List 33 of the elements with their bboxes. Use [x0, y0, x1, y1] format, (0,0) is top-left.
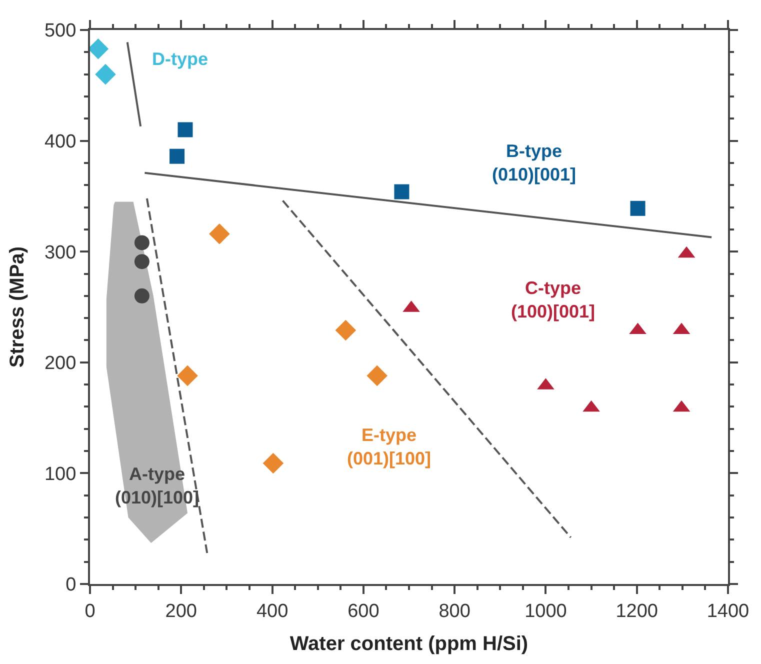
- y-tick-label: 400: [44, 131, 76, 152]
- x-tick-label: 400: [256, 600, 288, 622]
- point: [134, 288, 150, 304]
- annotation: D-type: [152, 49, 208, 69]
- x-tick-label: 1400: [706, 600, 750, 622]
- x-tick-label: 0: [84, 600, 96, 622]
- point: [209, 223, 230, 244]
- point: [134, 235, 150, 250]
- point: [177, 365, 198, 386]
- y-tick-label: 0: [66, 574, 76, 596]
- annotation: C-type (100)[001]: [511, 278, 596, 322]
- y-tick-label: 200: [44, 353, 76, 374]
- point: [262, 452, 284, 474]
- point: [630, 200, 646, 216]
- x-tick-label: 600: [348, 600, 380, 622]
- y-tick-label: 300: [44, 242, 76, 264]
- y-tick-label: 100: [44, 464, 76, 485]
- point: [394, 184, 410, 200]
- point: [170, 148, 185, 164]
- point: [95, 64, 116, 85]
- point: [134, 254, 150, 270]
- point: [178, 122, 193, 138]
- x-tick-label: 800: [438, 600, 470, 622]
- x-axis-title: Water content (ppm H/Si): [290, 632, 528, 655]
- annotation: B-type (010)[001]: [492, 141, 576, 184]
- annotation: E-type (001)[100]: [347, 425, 432, 468]
- y-tick-label: 500: [44, 20, 76, 42]
- point: [366, 365, 388, 386]
- x-tick-label: 200: [165, 600, 197, 622]
- point: [335, 320, 356, 341]
- y-axis-title: Stress (MPa): [6, 246, 28, 368]
- x-tick-label: 1000: [524, 600, 567, 622]
- x-tick-label: 1200: [616, 600, 658, 622]
